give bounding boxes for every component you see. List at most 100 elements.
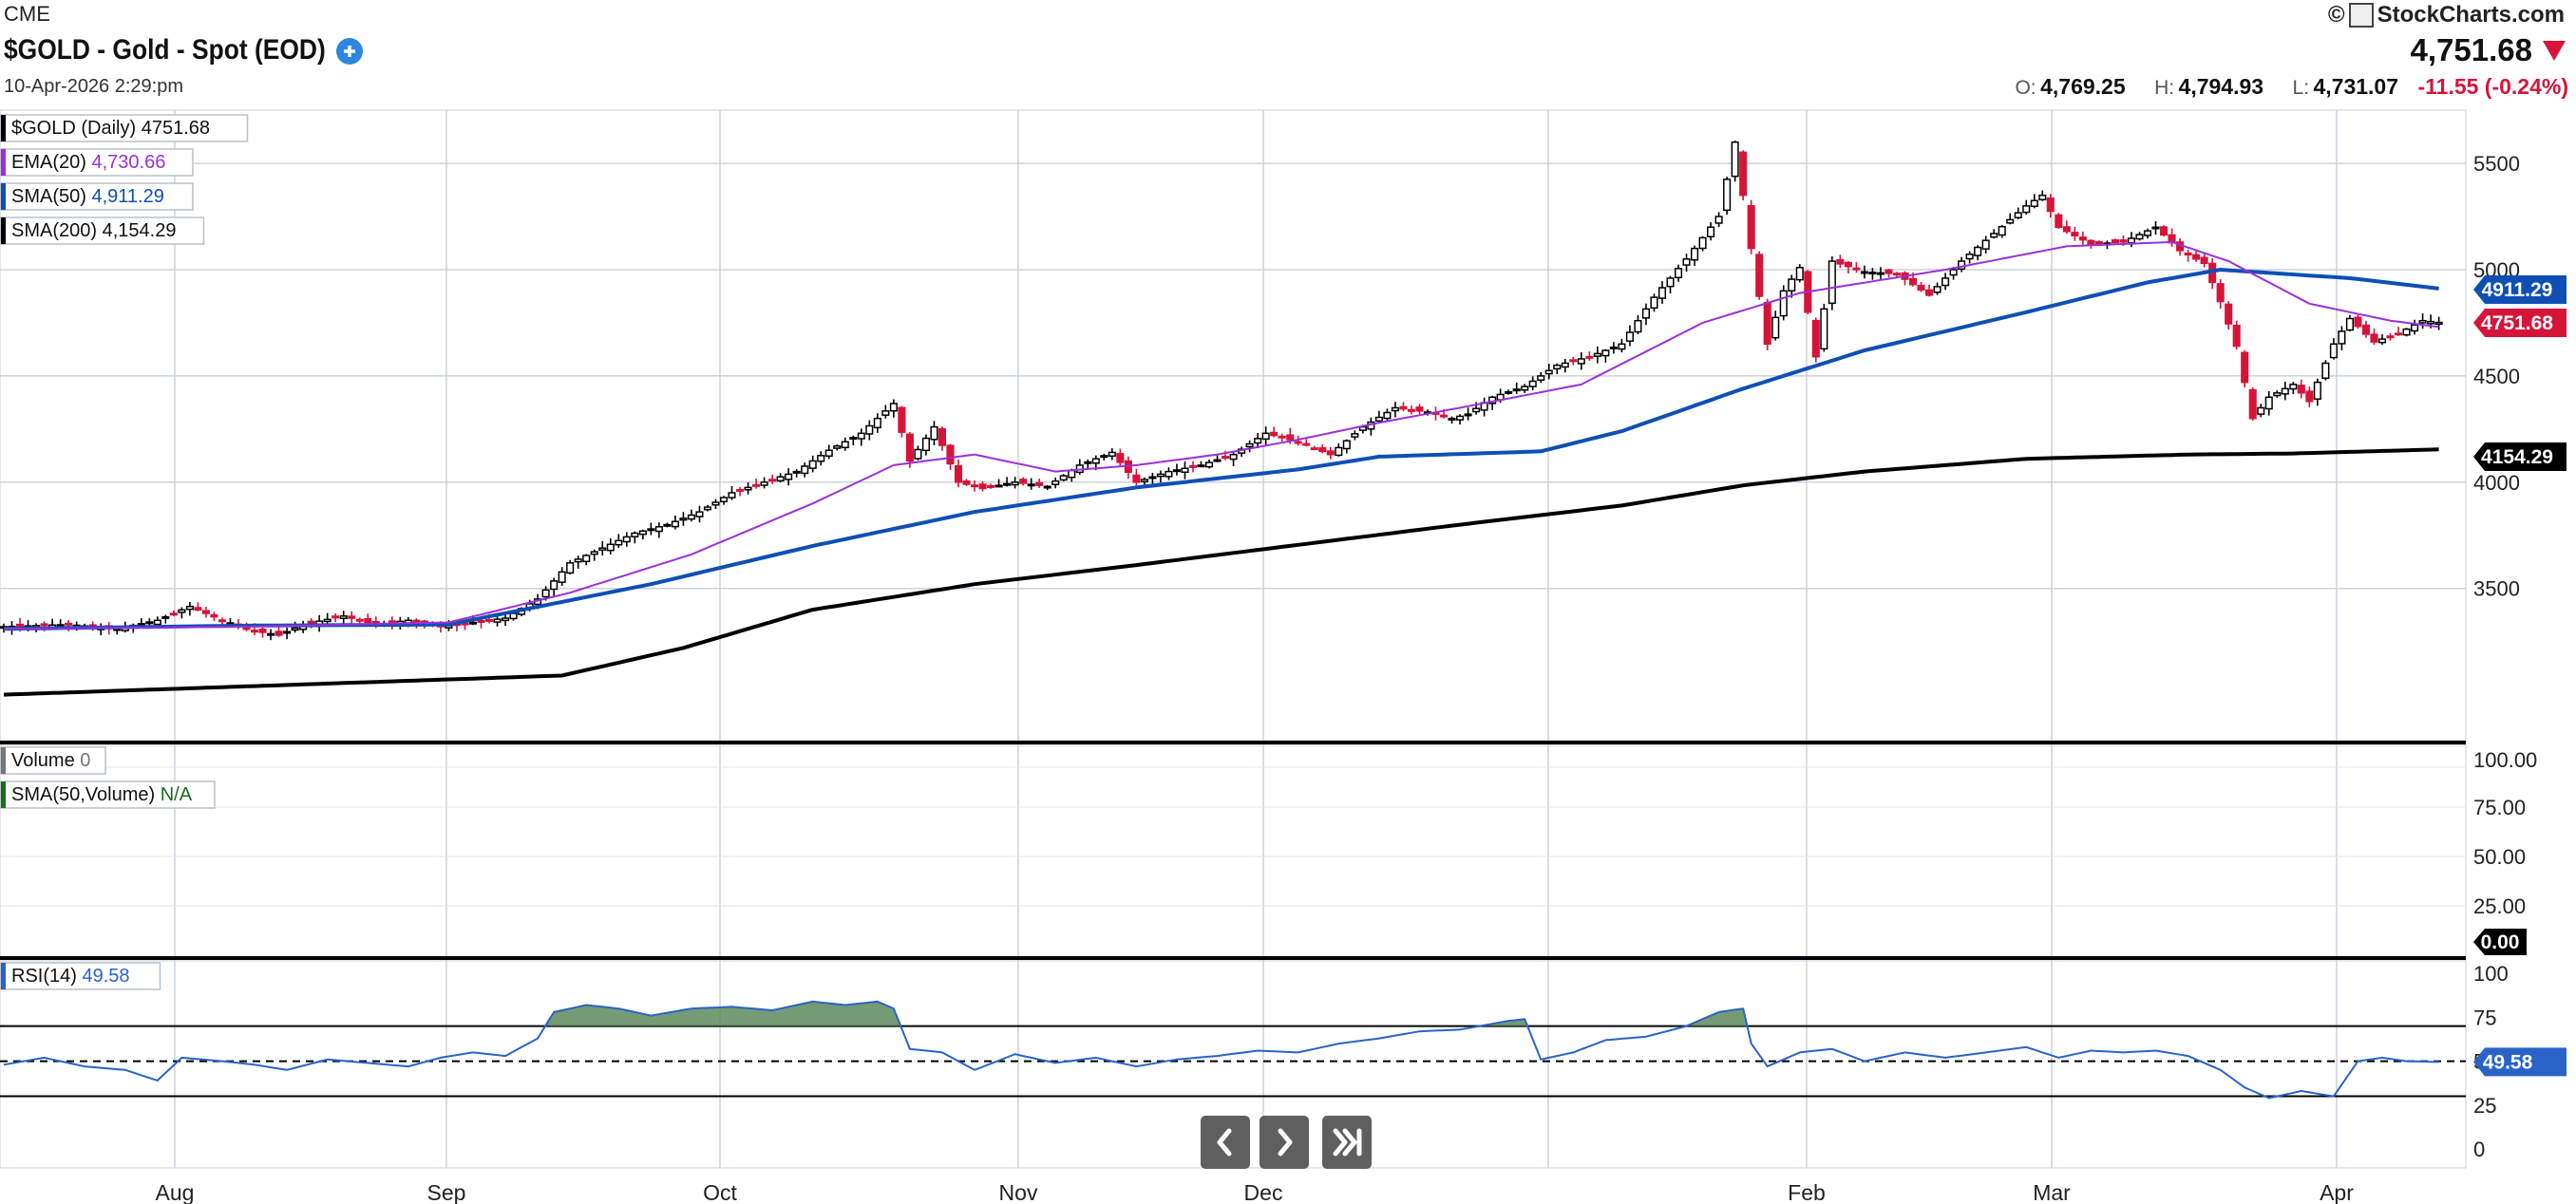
candle-up: [654, 526, 663, 533]
candle-up: [1059, 475, 1068, 481]
last-price-block: 4,751.68: [2411, 32, 2567, 68]
candle-up: [582, 555, 591, 563]
candle-up: [841, 441, 849, 449]
candle-up: [493, 618, 502, 623]
add-symbol-button[interactable]: [336, 38, 363, 65]
candle-down: [970, 484, 979, 488]
candle-up: [647, 528, 655, 532]
candle-up: [1707, 226, 1715, 238]
candle-up: [1933, 286, 1941, 293]
price-legend-item: SMA(200) 4,154.29: [0, 216, 205, 245]
price-legend-item: EMA(20) 4,730.66: [0, 148, 194, 177]
candle-up: [914, 448, 922, 460]
candle-down: [1415, 406, 1424, 412]
price-legend-swatch: [1, 149, 6, 176]
candle-up: [695, 511, 704, 517]
price-legend-label: EMA(20) 4,730.66: [11, 152, 165, 173]
price-panel-frame: [0, 109, 2467, 742]
volume-legend-item: Volume 0: [0, 746, 106, 775]
candle-up: [622, 536, 631, 543]
candle-up: [137, 623, 145, 627]
candle-up: [1561, 362, 1569, 368]
scroll-back-button[interactable]: [1201, 1116, 1250, 1169]
price-legend-label: SMA(200) 4,154.29: [11, 220, 176, 241]
brand-block[interactable]: © StockCharts.com: [2328, 2, 2565, 28]
high-value: 4,794.93: [2178, 74, 2264, 99]
candle-up: [56, 624, 65, 628]
candle-up: [1941, 277, 1950, 287]
candle-up: [638, 530, 647, 536]
high-label: H:: [2154, 77, 2175, 99]
ohlc-readout: O: 4,769.25 H: 4,794.93 L: 4,731.07 -11.…: [2015, 74, 2568, 100]
candle-down: [2297, 385, 2305, 394]
candle-down: [1892, 273, 1902, 276]
low-label: L:: [2292, 77, 2310, 99]
low-value: 4,731.07: [2313, 74, 2399, 99]
candle-up: [1213, 459, 1222, 462]
candle-up: [1383, 411, 1392, 420]
rsi-axis-tag-text: 49.58: [2483, 1051, 2533, 1073]
candle-up: [1505, 390, 1513, 394]
rsi-tick-label: 100: [2473, 962, 2509, 986]
candle-up: [502, 617, 510, 622]
candle-up: [1108, 451, 1116, 457]
candle-up: [2427, 320, 2435, 325]
candle-up: [153, 619, 161, 626]
scroll-forward-button[interactable]: [1260, 1116, 1309, 1169]
candle-down: [2200, 256, 2208, 265]
candle-down: [2394, 332, 2403, 336]
candle-up: [1974, 246, 1982, 256]
candle-up: [1472, 407, 1481, 413]
price-axis-tag-text: 4751.68: [2481, 312, 2553, 334]
price-legend-swatch: [1, 115, 6, 141]
price-change: -11.55 (-0.24%): [2417, 74, 2568, 99]
candle-up: [1965, 254, 1974, 260]
candle-up: [671, 520, 679, 528]
candle-down: [364, 618, 372, 624]
sma200-group: [3, 447, 2439, 697]
candle-up: [2273, 392, 2282, 397]
volume-legend-value: N/A: [161, 784, 193, 805]
volume-legend-value: 0: [80, 750, 90, 771]
candle-up: [598, 547, 607, 551]
candle-up: [1553, 364, 1562, 370]
candle-up: [1876, 272, 1885, 275]
candle-down: [2078, 236, 2087, 241]
candle-up: [590, 551, 598, 555]
price-axis-tag-bg: [2473, 309, 2567, 337]
candle-down: [1019, 479, 1028, 484]
candle-up: [2377, 338, 2387, 344]
price-tick-label: 4000: [2473, 471, 2520, 495]
scroll-to-end-button[interactable]: [1322, 1116, 1372, 1169]
candle-down: [905, 433, 914, 462]
candle-up: [1003, 482, 1012, 486]
candle-down: [938, 428, 947, 446]
candle-up: [744, 486, 752, 491]
candle-up: [1068, 469, 1076, 479]
candle-down: [1924, 289, 1934, 296]
plus-icon: [344, 46, 355, 57]
candle-down: [201, 610, 210, 614]
candle-up: [1634, 319, 1642, 333]
sma50-axis-tag-bg: [2473, 275, 2567, 304]
candle-down: [355, 618, 364, 622]
candle-up: [1691, 247, 1699, 261]
candle-down: [1278, 435, 1286, 439]
candle-down: [1399, 405, 1408, 410]
candle-up: [1641, 308, 1651, 319]
price-legend-value: 4,911.29: [91, 186, 163, 207]
candle-up: [1666, 277, 1675, 288]
rsi-legend-label: RSI(14) 49.58: [11, 966, 130, 987]
candle-down: [218, 619, 227, 623]
candle-up: [1779, 290, 1788, 317]
candle-up: [760, 481, 768, 486]
price-tick-label: 3500: [2473, 577, 2520, 601]
candle-up: [1998, 225, 2006, 236]
candle-up: [615, 539, 623, 546]
rsi-tick-label: 75: [2473, 1006, 2496, 1029]
rsi-tick-label: 25: [2473, 1094, 2496, 1118]
candle-down: [2071, 232, 2079, 236]
candle-up: [1650, 296, 1658, 310]
candle-up: [1374, 416, 1383, 423]
candle-up: [323, 618, 331, 623]
